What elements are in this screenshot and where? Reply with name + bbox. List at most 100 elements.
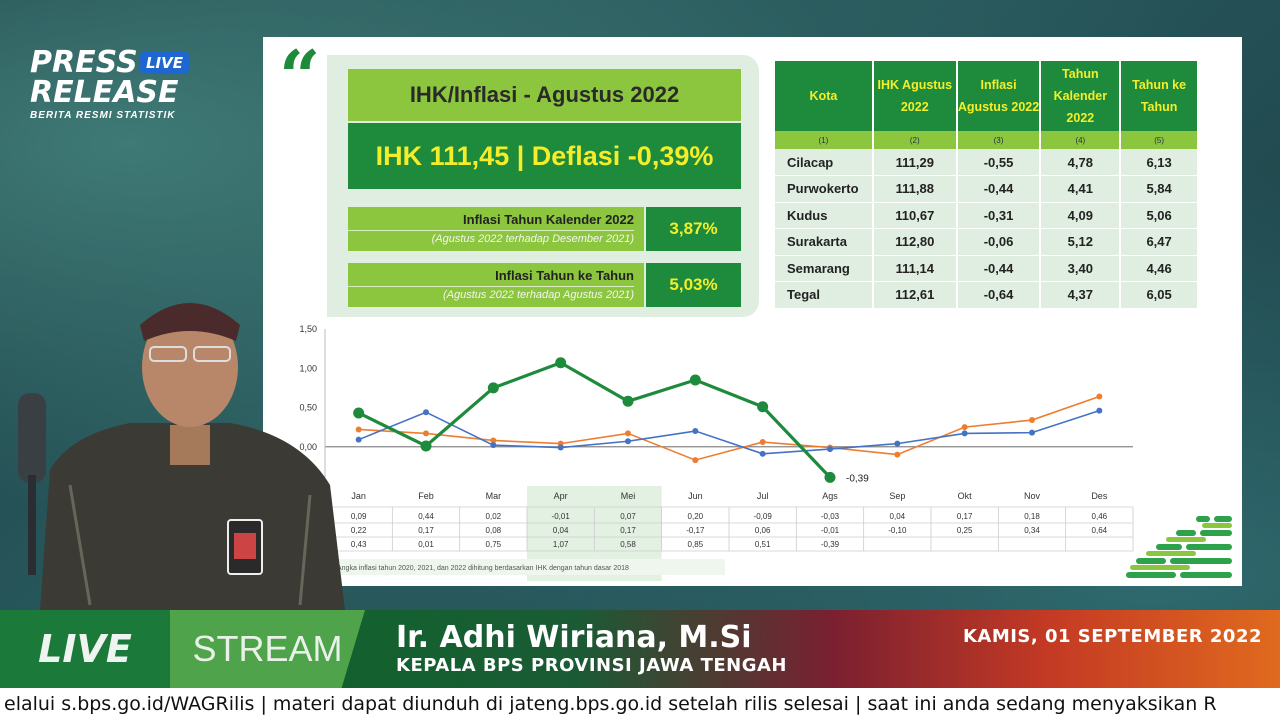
data-point (423, 430, 429, 437)
index-cell: (4) (1040, 131, 1122, 149)
data-table-cell: 0,17 (957, 512, 973, 521)
series-line (357, 360, 832, 479)
data-point (961, 430, 968, 437)
table-cell: 4,46 (1120, 255, 1199, 282)
x-tick-label: Feb (418, 491, 434, 501)
table-cell: 6,47 (1120, 228, 1199, 256)
x-tick-label: Okt (958, 491, 973, 501)
data-table-cell: 0,04 (553, 526, 569, 535)
inflation-line-chart: 1,50 1,00 0,50 0,00 Jan Feb Mar Apr Mei Jun Jul Ags… (299, 324, 1134, 581)
data-table-cell: 0,06 (755, 526, 771, 535)
table-cell: 5,84 (1120, 175, 1199, 203)
stat-value: 5,03% (646, 263, 741, 307)
presenter-avatar (18, 303, 345, 610)
x-tick-label: Nov (1024, 491, 1041, 501)
table-cell: 6,05 (1120, 281, 1199, 309)
data-point (625, 438, 631, 445)
press-release-logo: PRESS RELEASE LIVE BERITA RESMI STATISTI… (30, 48, 200, 121)
table-cell: 4,37 (1040, 281, 1122, 309)
data-table-cell: 0,46 (1092, 512, 1108, 521)
data-table-cell: 0,51 (755, 540, 771, 549)
logo-line2: RELEASE (30, 75, 179, 110)
data-table-cell: 0,64 (1092, 526, 1108, 535)
series-line (358, 395, 1100, 461)
table-row: Cilacap 111,29 -0,55 4,78 6,13 (775, 149, 1199, 176)
table-cell: -0,44 (956, 175, 1042, 203)
index-cell: (2) (872, 131, 958, 149)
speaker-name: Ir. Adhi Wiriana, M.Si (396, 620, 752, 655)
speaker-title: KEPALA BPS PROVINSI JAWA TENGAH (396, 655, 787, 676)
annotation-label: -0,39 (846, 473, 869, 484)
data-point (692, 457, 699, 464)
logo-live-badge: LIVE (140, 52, 189, 74)
col-header-kota: Kota (775, 61, 874, 131)
data-point (1029, 429, 1035, 436)
table-row: Tegal 112,61 -0,64 4,37 6,05 (775, 281, 1199, 309)
x-tick-label: Jan (351, 491, 366, 501)
city-name-cell: Tegal (775, 281, 874, 309)
data-table-cell: 0,02 (486, 512, 502, 521)
table-cell: -0,64 (956, 281, 1042, 309)
data-table-cell: 0,20 (688, 512, 704, 521)
live-label: LIVE (0, 610, 170, 688)
stat-note: (Agustus 2022 terhadap Agustus 2021) (348, 286, 634, 303)
table-cell: 5,12 (1040, 228, 1122, 256)
news-ticker: elalui s.bps.go.id/WAGRilis | materi dap… (0, 688, 1280, 720)
table-cell: 6,13 (1120, 149, 1199, 176)
table-cell: 4,78 (1040, 149, 1122, 176)
table-cell: 4,09 (1040, 202, 1122, 229)
data-point (423, 409, 429, 416)
data-table-cell: 0,34 (1024, 526, 1040, 535)
stat-note: (Agustus 2022 terhadap Desember 2021) (348, 230, 634, 247)
stat-calendar-inflation: Inflasi Tahun Kalender 2022 (Agustus 202… (348, 207, 741, 251)
x-tick-label: Mei (621, 491, 636, 501)
data-point (555, 357, 567, 369)
data-table-cell: 0,43 (351, 540, 367, 549)
data-table-cell: 0,17 (620, 526, 636, 535)
table-cell: 111,29 (872, 149, 958, 176)
data-table-cell: 0,18 (1024, 512, 1040, 521)
data-point (490, 442, 497, 449)
city-name-cell: Purwokerto (775, 175, 874, 203)
data-table-cell: 0,04 (890, 512, 906, 521)
index-cell: (3) (956, 131, 1042, 149)
slide-title: IHK/Inflasi - Agustus 2022 (348, 69, 741, 121)
table-row: Kudus 110,67 -0,31 4,09 5,06 (775, 202, 1199, 229)
x-tick-label: Apr (554, 491, 568, 501)
y-tick-label: 0,50 (299, 403, 317, 413)
data-point (355, 426, 362, 433)
inflation-chart: 1,50 1,00 0,50 0,00 Jan Feb Mar Apr Mei Jun Jul Ags… (283, 321, 1153, 583)
table-cell: 111,88 (872, 175, 958, 203)
city-name-cell: Kudus (775, 202, 874, 229)
city-name-cell: Surakarta (775, 228, 874, 256)
data-point (961, 424, 968, 431)
data-point (1096, 407, 1103, 414)
city-name-cell: Cilacap (775, 149, 874, 176)
data-point (894, 451, 901, 458)
stream-label: STREAM (170, 610, 365, 688)
y-tick-label: 0,00 (299, 442, 317, 452)
table-cell: 3,40 (1040, 255, 1122, 282)
data-point (1029, 417, 1035, 424)
table-cell: -0,31 (956, 202, 1042, 229)
city-name-cell: Semarang (775, 255, 874, 282)
data-point (827, 446, 833, 453)
footnote-bg (325, 559, 725, 575)
data-point (757, 401, 769, 413)
y-tick-label: 1,50 (299, 324, 317, 334)
table-row: Surakarta 112,80 -0,06 5,12 6,47 (775, 228, 1199, 256)
data-point (1096, 393, 1103, 400)
data-table-cell: -0,17 (686, 526, 705, 535)
logo-line1: PRESS (30, 45, 138, 80)
table-cell: 110,67 (872, 202, 958, 229)
data-point (689, 374, 701, 386)
table-cell: 112,61 (872, 281, 958, 309)
table-row: Purwokerto 111,88 -0,44 4,41 5,84 (775, 175, 1199, 203)
col-header-tahun-ke-tahun: Tahun ke Tahun (1120, 61, 1199, 131)
index-cell: (1) (775, 131, 874, 149)
data-table-cell: 0,17 (418, 526, 434, 535)
data-point (622, 395, 634, 407)
table-index-row: (1) (2) (3) (4) (5) (775, 131, 1199, 149)
data-point (557, 444, 564, 451)
col-header-inflasi: Inflasi Agustus 2022 (956, 61, 1042, 131)
